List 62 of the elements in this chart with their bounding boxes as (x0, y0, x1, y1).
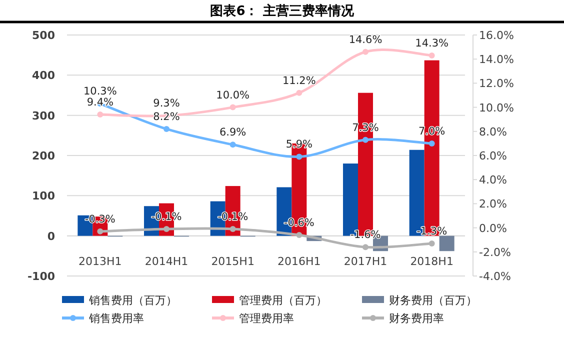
data-label: 14.6% (348, 34, 382, 46)
legend-label: 管理费用（百万） (239, 294, 327, 307)
y2-tick-label: -2.0% (479, 246, 511, 259)
data-label: -0.6% (284, 217, 314, 230)
data-label: 9.3% (153, 98, 180, 110)
y-tick-label: -100 (27, 270, 56, 283)
point (230, 226, 236, 232)
data-label: 14.3% (415, 37, 449, 50)
point (428, 240, 435, 246)
data-label: 10.3% (83, 86, 117, 98)
point (97, 112, 104, 118)
y2-tick-label: 12.0% (479, 77, 514, 90)
data-label: -0.1% (151, 211, 182, 224)
data-label: 8.2% (153, 110, 180, 123)
legend-label: 财务费用率 (389, 312, 444, 325)
y-tick-label: 500 (32, 29, 56, 42)
data-label: 11.2% (282, 74, 316, 87)
point (97, 228, 104, 234)
point (296, 154, 302, 160)
y2-tick-label: 4.0% (479, 174, 507, 187)
data-label: 6.9% (219, 126, 246, 139)
y2-tick-label: 8.0% (479, 125, 507, 138)
y-tick-label: 300 (32, 109, 56, 122)
data-label: -1.6% (350, 229, 381, 242)
point (296, 90, 302, 96)
y2-tick-label: 16.0% (479, 29, 514, 42)
y-tick-label: 400 (32, 69, 56, 82)
legend-label: 销售费用率 (88, 312, 144, 325)
point (362, 136, 368, 143)
data-label: 5.9% (286, 138, 313, 151)
x-tick-label: 2018H1 (410, 255, 454, 268)
x-tick-label: 2013H1 (78, 255, 122, 268)
point (296, 232, 302, 238)
legend-label: 管理费用率 (239, 312, 294, 325)
legend-label: 销售费用（百万） (88, 294, 177, 307)
y2-tick-label: 6.0% (479, 150, 507, 162)
bar (439, 236, 454, 252)
x-tick-label: 2015H1 (211, 255, 254, 268)
y-tick-label: 100 (32, 190, 56, 203)
y2-tick-label: 2.0% (479, 198, 507, 211)
point (230, 104, 236, 110)
point (428, 140, 435, 146)
x-tick-label: 2016H1 (278, 255, 321, 268)
x-tick-label: 2014H1 (144, 255, 188, 268)
data-label: 10.0% (216, 89, 250, 102)
y2-tick-label: 14.0% (479, 53, 514, 66)
chart-title: 图表6： 主营三费率情况 (210, 3, 355, 19)
y2-tick-label: -4.0% (479, 270, 511, 283)
y2-tick-label: 10.0% (479, 101, 514, 114)
y-tick-label: 0 (47, 230, 56, 243)
y2-tick-label: 0.0% (479, 222, 507, 235)
data-label: -0.3% (84, 213, 116, 226)
point (164, 226, 170, 232)
point (164, 126, 170, 132)
point (362, 244, 368, 250)
point (230, 142, 236, 148)
point (428, 52, 435, 58)
y-tick-label: 200 (32, 150, 56, 162)
x-tick-label: 2017H1 (344, 255, 388, 268)
data-label: 9.4% (86, 96, 114, 109)
legend-label: 财务费用（百万） (389, 294, 477, 307)
point (362, 48, 368, 55)
